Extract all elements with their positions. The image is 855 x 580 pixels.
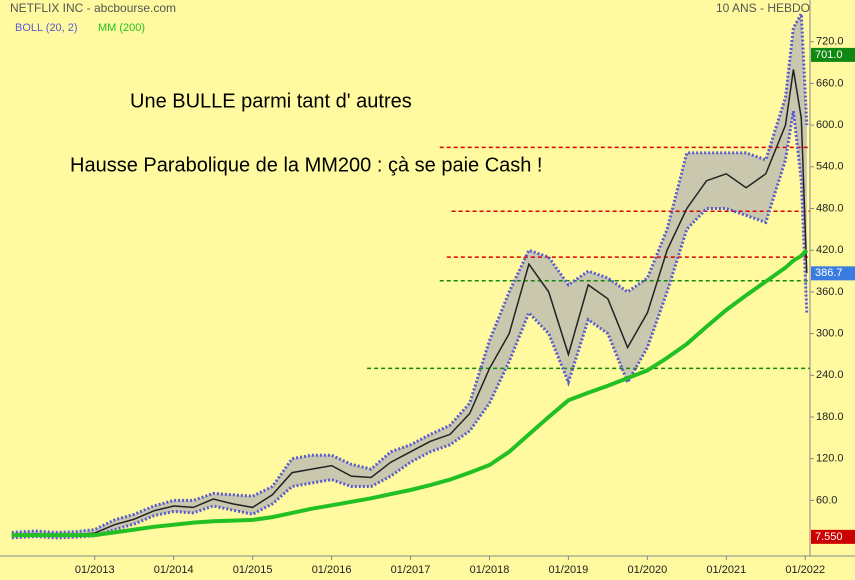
y-tick-label: 60.0 [816, 494, 837, 506]
price-marker-label: 7.550 [815, 531, 843, 543]
annotation: Une BULLE parmi tant d' autres [130, 90, 412, 112]
x-tick-label: 01/2015 [233, 564, 273, 576]
chart-subtitle: 10 ANS - HEBDO [716, 1, 810, 15]
band-lower [11, 110, 809, 540]
y-tick-label: 240.0 [816, 369, 844, 381]
y-tick-label: 720.0 [816, 36, 844, 48]
price-marker [811, 529, 855, 544]
y-tick-label: 600.0 [816, 119, 844, 131]
price-marker [811, 47, 855, 62]
y-tick-label: 420.0 [816, 244, 844, 256]
price-line [11, 69, 808, 537]
y-tick-label: 300.0 [816, 328, 844, 340]
plot [11, 8, 810, 540]
price-marker [811, 266, 855, 281]
y-tick-label: 120.0 [816, 453, 844, 465]
legend-label: BOLL (20, 2) [15, 22, 78, 34]
x-tick-label: 01/2014 [154, 564, 194, 576]
x-tick-label: 01/2013 [75, 564, 115, 576]
x-tick-label: 01/2022 [785, 564, 825, 576]
x-tick-label: 01/2017 [391, 564, 431, 576]
annotation: Hausse Parabolique de la MM200 : çà se p… [70, 154, 543, 176]
price-marker-label: 386.7 [815, 267, 843, 279]
chart-title: NETFLIX INC - abcbourse.com [10, 1, 176, 15]
y-tick-label: 540.0 [816, 161, 844, 173]
x-tick-label: 01/2020 [627, 564, 667, 576]
y-tick-label: 480.0 [816, 202, 844, 214]
x-tick-label: 01/2018 [470, 564, 510, 576]
x-tick-label: 01/2016 [312, 564, 352, 576]
ma-line [11, 248, 809, 538]
y-tick-label: 660.0 [816, 77, 844, 89]
y-tick-label: 180.0 [816, 411, 844, 423]
legend-label: MM (200) [98, 22, 145, 34]
y-tick-label: 360.0 [816, 286, 844, 298]
x-tick-label: 01/2019 [549, 564, 589, 576]
x-tick-label: 01/2021 [706, 564, 746, 576]
price-marker-label: 701.0 [815, 49, 843, 61]
